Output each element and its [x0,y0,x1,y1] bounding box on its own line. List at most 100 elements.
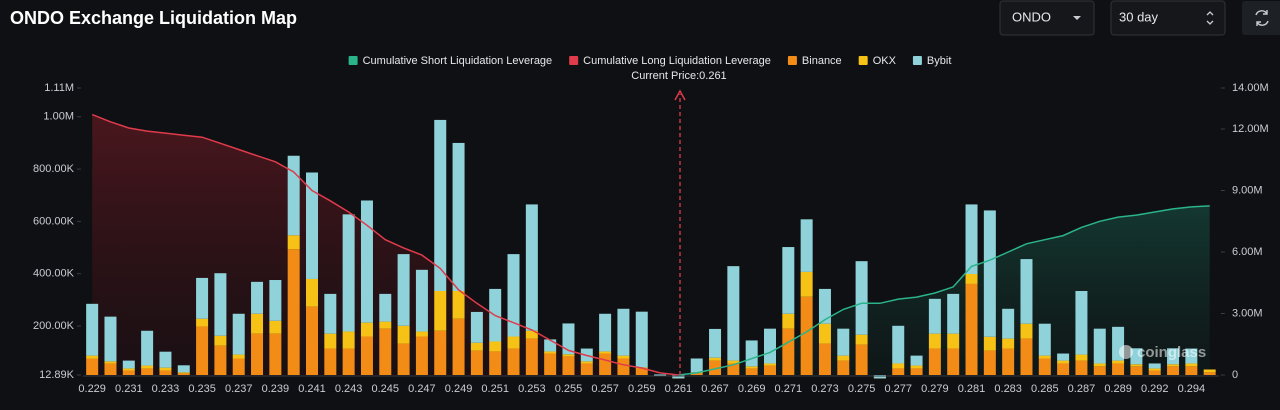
refresh-icon [1255,10,1269,26]
y-tick-label: 400.00K [33,268,75,280]
legend-swatch [569,56,579,65]
bar-segment [764,363,776,366]
bar-segment [141,368,154,375]
range-select-box[interactable] [1110,0,1226,36]
bar-segment [177,373,190,375]
bar-segment [196,277,209,319]
x-tick-label: 0.235 [188,383,216,395]
bar-segment [525,330,538,339]
bar-segment [470,350,483,375]
legend-label: OKX [873,55,897,67]
bar-segment [764,365,776,375]
current-price-arrow [674,89,686,101]
bar-segment [727,266,740,361]
legend-swatch [858,56,868,65]
bar-segment [818,288,831,324]
bar-segment [86,303,99,356]
bar-segment [122,368,135,371]
bar-segment [122,370,135,375]
bar-segment [965,273,978,284]
bar-segment [837,355,850,361]
bar-segment [434,290,447,331]
bar-segment [159,370,172,375]
refresh-button[interactable] [1242,1,1280,35]
bar-segment [1112,360,1125,364]
bar-segment [1002,308,1015,339]
bar-segment [580,361,593,364]
bar-segment [1203,372,1216,375]
bar-segment [122,360,135,369]
bar-segment [837,360,850,375]
symbol-select-text[interactable]: ONDO [1012,9,1051,24]
range-select-text[interactable]: 30 day [1119,9,1159,24]
bar-segment [470,342,483,351]
line [91,113,679,376]
bar-segment [1112,363,1125,375]
bar-segment [1075,290,1088,355]
y-tick-label: 800.00K [33,163,75,175]
y-tick-label: 1.11M [44,82,74,94]
bar-segment [965,204,978,274]
bar-segment [507,348,520,375]
bar-segment [251,313,264,334]
bar-segment [269,320,282,334]
bar-segment [672,375,685,379]
bar-segment [434,119,447,291]
bar-segment [782,247,795,314]
bar-segment [287,249,300,375]
bar-segment [177,372,190,374]
bar-segment [86,358,99,375]
y-tick-label: 200.00K [33,320,75,332]
bar-segment [360,200,373,323]
range-select[interactable]: 30 day [1110,0,1226,36]
x-tick-label: 0.271 [775,383,803,395]
watermark: coinglass [1137,344,1206,361]
refresh-button-box[interactable] [1242,1,1280,35]
bar-segment [507,336,520,349]
bar-segment [892,363,905,369]
bar-segment [800,219,813,272]
bar-segment [489,341,502,352]
lines [91,113,1210,376]
bar-segment [379,321,392,329]
x-tick-label: 0.279 [921,383,949,395]
bar-segment [196,326,209,375]
bar-segment [287,235,300,250]
bar-segment [379,293,392,322]
bar-segment [1057,360,1070,364]
x-tick-label: 0.243 [335,383,363,395]
x-tick-label: 0.247 [408,383,436,395]
bar-segment [360,336,373,375]
bar-segment [489,351,502,375]
y2-tick-label: 6.00M [1232,246,1263,258]
bar-segment [562,356,575,375]
bar-segment [1057,353,1070,361]
bar-segment [1002,348,1015,375]
bar-segment [86,355,99,359]
bar-segment [544,351,557,354]
x-tick-label: 0.229 [78,383,106,395]
bar-segment [1093,363,1106,367]
bar-segment [617,308,630,356]
bar-segment [727,363,740,375]
bar-segment [1148,370,1161,375]
bar-segment [141,365,154,369]
bar-segment [617,355,630,359]
x-tick-label: 0.289 [1104,383,1132,395]
bar-segment [232,354,245,359]
bar-segment [434,330,447,375]
y2-tick-label: 12.00M [1232,123,1269,135]
x-tick-label: 0.251 [481,383,509,395]
bar-segment [1075,360,1088,375]
bar-segment [1093,366,1106,375]
bar-segment [342,348,355,375]
bar-segment [1148,368,1161,371]
bar-segment [525,338,538,375]
bar-segment [415,269,428,332]
x-tick-label: 0.241 [298,383,326,395]
bar-segment [544,353,557,375]
symbol-select-box[interactable] [999,0,1095,36]
bar-segment [983,350,996,375]
symbol-select[interactable]: ONDO [999,0,1095,36]
